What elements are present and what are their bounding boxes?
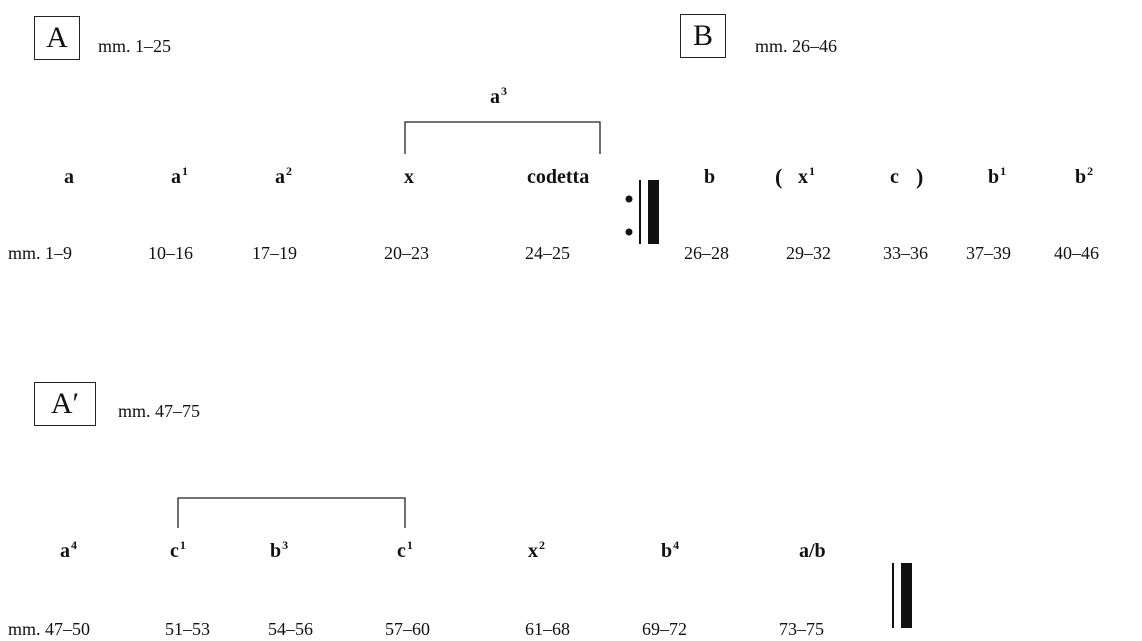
row1-measure: 20–23 bbox=[384, 243, 429, 263]
row1-label: c bbox=[890, 166, 899, 188]
row2-measure: mm. 47–50 bbox=[8, 619, 91, 639]
section-a-prime-range: mm. 47–75 bbox=[118, 401, 201, 421]
row2-measure: 73–75 bbox=[779, 619, 824, 639]
row2-label: b3 bbox=[270, 538, 289, 562]
row1-measure: mm. 1–9 bbox=[8, 243, 73, 263]
section-a-prime-box: A′ bbox=[34, 382, 96, 426]
bracket-label-a3: a3 bbox=[490, 84, 507, 109]
row1-measure: 10–16 bbox=[148, 243, 193, 263]
final-thick-bar bbox=[901, 563, 912, 628]
bracket-label-sup: 3 bbox=[501, 84, 507, 99]
row1-measure: 33–36 bbox=[883, 243, 928, 263]
row2-label: x2 bbox=[528, 538, 545, 562]
section-b-range: mm. 26–46 bbox=[755, 36, 838, 56]
row1-label: b2 bbox=[1075, 164, 1094, 188]
row2-measure: 57–60 bbox=[385, 619, 430, 639]
bracket-label-base: a bbox=[490, 86, 500, 108]
row2-measure: 54–56 bbox=[268, 619, 313, 639]
row1-label: x bbox=[404, 166, 414, 188]
bracket-c1 bbox=[177, 497, 406, 528]
row1-measure: 17–19 bbox=[252, 243, 297, 263]
section-a-range: mm. 1–25 bbox=[98, 36, 172, 56]
repeat-dot-top bbox=[625, 195, 633, 203]
row2-label: a4 bbox=[60, 538, 77, 562]
row1-label: a1 bbox=[171, 164, 188, 188]
row1-measure: 29–32 bbox=[786, 243, 831, 263]
bracket-a3 bbox=[404, 121, 601, 154]
row2-label: c1 bbox=[170, 538, 186, 562]
row2-measure: 51–53 bbox=[165, 619, 210, 639]
row2-measure: 69–72 bbox=[642, 619, 687, 639]
section-b-box: B bbox=[680, 14, 726, 58]
row1-label: a2 bbox=[275, 164, 292, 188]
section-a-letter: A bbox=[46, 21, 68, 54]
row1-label: x1 bbox=[798, 164, 815, 188]
row1-label: b1 bbox=[988, 164, 1007, 188]
row1-label: codetta bbox=[527, 166, 590, 188]
row1-measure: 40–46 bbox=[1054, 243, 1099, 263]
row2-label: c1 bbox=[397, 538, 413, 562]
row1-measure: 37–39 bbox=[966, 243, 1011, 263]
row2-measure: 61–68 bbox=[525, 619, 570, 639]
row1-measure: 26–28 bbox=[684, 243, 729, 263]
section-a-prime-letter: A′ bbox=[50, 387, 80, 420]
row1-label: b bbox=[704, 166, 716, 188]
row1-label: a bbox=[64, 166, 74, 188]
paren-open: ( bbox=[775, 164, 783, 189]
row1-measure: 24–25 bbox=[525, 243, 570, 263]
repeat-thick-bar bbox=[648, 180, 659, 244]
repeat-dot-bottom bbox=[625, 228, 633, 236]
section-b-letter: B bbox=[692, 19, 713, 52]
row2-label: b4 bbox=[661, 538, 680, 562]
paren-close: ) bbox=[916, 164, 924, 189]
row2-label: a/b bbox=[799, 540, 826, 562]
section-a-box: A bbox=[34, 16, 80, 60]
